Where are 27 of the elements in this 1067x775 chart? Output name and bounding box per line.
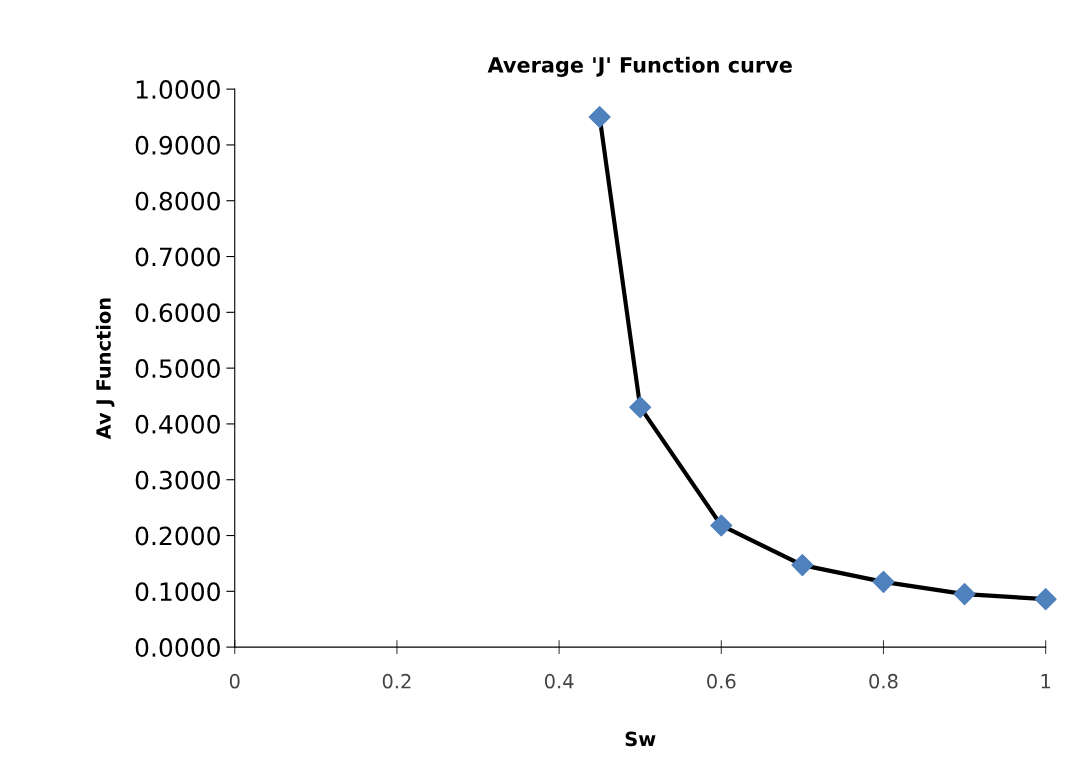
x-tick-label: 0 <box>229 673 240 689</box>
x-tick-label: 0.6 <box>707 673 736 689</box>
y-tick-label: 1.0000 <box>136 80 220 99</box>
x-tick-label: 0.4 <box>544 673 574 689</box>
y-tick-label: 0.9000 <box>135 135 220 155</box>
y-tick-label: 0.2000 <box>135 526 220 546</box>
point <box>791 554 814 577</box>
point <box>1034 588 1057 611</box>
x-tick-label: 1 <box>1041 674 1051 689</box>
point <box>629 396 652 419</box>
chart-title: Average 'J' Function curve <box>487 56 792 77</box>
y-axis-title: Av J Function <box>95 298 115 440</box>
point <box>710 514 733 537</box>
x-tick-label: 0.8 <box>869 673 898 689</box>
y-tick-label: 0.8000 <box>135 191 220 211</box>
y-tick-label: 0.4000 <box>135 414 220 434</box>
y-tick-label: 0.1000 <box>135 582 220 602</box>
y-tick-label: 0.5000 <box>135 359 220 378</box>
point <box>588 106 611 129</box>
y-tick-label: 0.6000 <box>135 303 220 323</box>
point <box>953 583 976 606</box>
x-tick-label: 0.2 <box>382 673 411 689</box>
y-tick-label: 0.3000 <box>135 470 220 490</box>
y-tick-label: 0.0000 <box>135 638 220 657</box>
point <box>872 570 895 593</box>
y-tick-label: 0.7000 <box>135 247 220 267</box>
x-axis-title: Sw <box>625 731 656 747</box>
